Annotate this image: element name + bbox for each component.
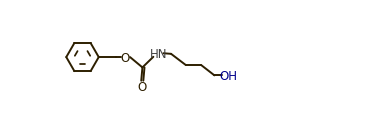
Text: OH: OH: [219, 69, 238, 82]
Text: O: O: [121, 51, 130, 64]
Text: O: O: [138, 80, 147, 93]
Text: HN: HN: [150, 47, 167, 60]
